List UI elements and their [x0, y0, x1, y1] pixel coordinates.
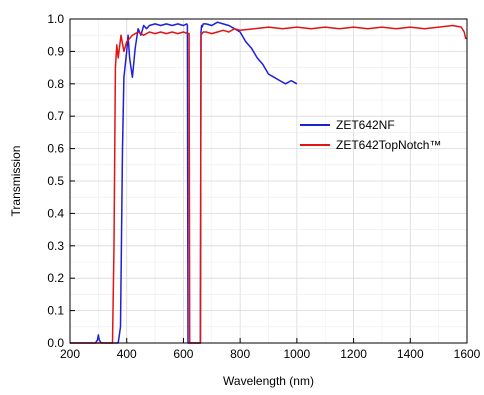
- legend: ZET642NF ZET642TopNotch™: [300, 118, 441, 152]
- y-tick-label: 0.2: [47, 271, 64, 285]
- x-tick-label: 800: [230, 347, 250, 361]
- y-tick-label: 0.4: [47, 206, 64, 220]
- y-axis-title: Transmission: [9, 146, 23, 217]
- y-tick-label: 1.0: [47, 12, 64, 26]
- x-tick-label: 400: [117, 347, 137, 361]
- x-tick-label: 1000: [284, 347, 311, 361]
- y-tick-label: 0.5: [47, 174, 64, 188]
- y-tick-label: 0.3: [47, 239, 64, 253]
- x-axis-title: Wavelength (nm): [223, 374, 314, 388]
- x-tick-label: 1600: [454, 347, 481, 361]
- y-tick-label: 0.1: [47, 304, 64, 318]
- y-tick-label: 0.8: [47, 77, 64, 91]
- legend-label-2: ZET642TopNotch™: [336, 138, 441, 152]
- x-tick-label: 600: [173, 347, 193, 361]
- grid: [70, 19, 467, 343]
- y-tick-label: 0.7: [47, 109, 64, 123]
- legend-label-1: ZET642NF: [336, 118, 395, 132]
- ticks: 200 400 600 800 1000 1200 1400 1600 0.0 0.1 0.2 0.3…: [47, 12, 480, 361]
- y-tick-label: 0.6: [47, 142, 64, 156]
- x-tick-label: 1400: [397, 347, 424, 361]
- x-tick-label: 1200: [340, 347, 367, 361]
- y-tick-label: 0.9: [47, 44, 64, 58]
- x-tick-label: 200: [60, 347, 80, 361]
- y-tick-label: 0.0: [47, 336, 64, 350]
